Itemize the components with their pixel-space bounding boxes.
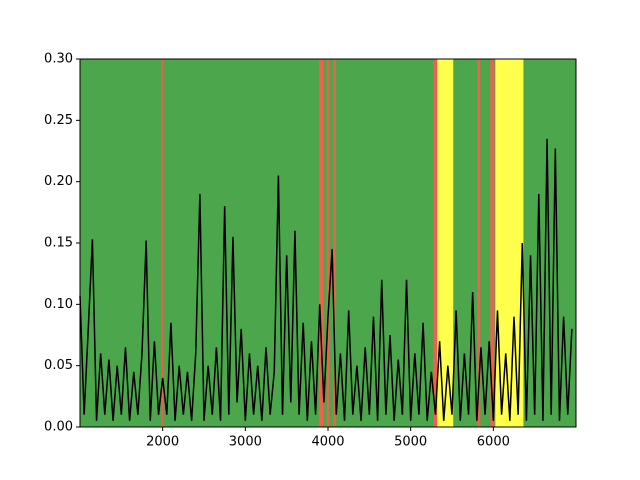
- x-tick-label: 6000: [477, 435, 510, 450]
- y-tick-label: 0.25: [44, 113, 73, 128]
- span: [161, 59, 164, 427]
- y-tick-label: 0.00: [44, 420, 73, 435]
- y-tick-label: 0.20: [44, 174, 73, 189]
- span: [433, 59, 438, 427]
- y-tick-label: 0.30: [44, 52, 73, 67]
- y-tick-label: 0.10: [44, 297, 73, 312]
- x-tick-label: 2000: [146, 435, 179, 450]
- x-tick-label: 3000: [229, 435, 262, 450]
- span: [490, 59, 495, 427]
- span: [318, 59, 324, 427]
- x-tick-label: 4000: [311, 435, 344, 450]
- span: [477, 59, 481, 427]
- y-tick-label: 0.15: [44, 236, 73, 251]
- span: [326, 59, 330, 427]
- y-tick-label: 0.05: [44, 358, 73, 373]
- line: [79, 138, 573, 421]
- span: [333, 59, 336, 427]
- span: [437, 59, 454, 427]
- x-tick-label: 5000: [394, 435, 427, 450]
